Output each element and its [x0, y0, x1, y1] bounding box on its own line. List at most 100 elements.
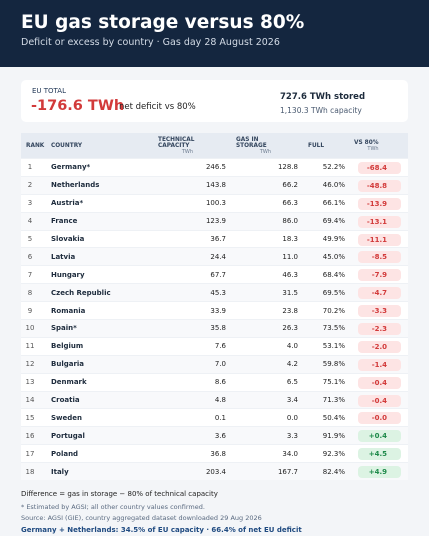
table-row: 5 Slovakia 36.7 18.3 49.9% -11.1	[21, 229, 408, 248]
column-unit: TWh	[367, 145, 379, 152]
rank: 4	[27, 217, 33, 226]
difference-pill: -2.0	[358, 340, 401, 353]
table-row: 3 Austria* 100.3 66.3 66.1% -13.9	[21, 193, 408, 212]
storage: 4.0	[286, 342, 298, 351]
difference-pill: +4.5	[358, 448, 401, 461]
full: 73.5%	[322, 324, 345, 333]
country: Belgium	[51, 342, 84, 351]
country: Italy	[51, 467, 69, 476]
storage: 128.8	[277, 163, 298, 172]
table-row: 14 Croatia 4.8 3.4 71.3% -0.4	[21, 390, 408, 409]
rank: 6	[27, 252, 33, 261]
table-row: 6 Latvia 24.4 11.0 45.0% -8.5	[21, 247, 408, 266]
difference-pill: -3.3	[358, 305, 401, 318]
rank: 17	[25, 449, 35, 458]
full: 68.4%	[322, 270, 345, 279]
footer-note: * Estimated by AGSI; all other country v…	[21, 503, 205, 511]
storage: 34.0	[282, 449, 298, 458]
full: 66.1%	[322, 199, 345, 208]
table-row: 2 Netherlands 143.8 66.2 46.0% -48.8	[21, 175, 408, 194]
table-row: 11 Belgium 7.6 4.0 53.1% -2.0	[21, 336, 408, 355]
capacity: 7.0	[214, 360, 226, 369]
summary-capacity: 1,130.3 TWh capacity	[280, 106, 362, 115]
table-row: 4 France 123.9 86.0 69.4% -13.1	[21, 211, 408, 230]
difference-pill: -11.1	[358, 233, 401, 246]
capacity: 24.4	[210, 252, 226, 261]
subtitle: Deficit or excess by country · Gas day 2…	[21, 37, 280, 48]
rank: 3	[27, 199, 33, 208]
capacity: 0.1	[214, 413, 226, 422]
full: 49.9%	[322, 235, 345, 243]
difference-pill: +4.9	[358, 466, 401, 479]
country: Austria*	[51, 199, 84, 208]
country: Denmark	[51, 378, 87, 387]
storage: 66.2	[282, 181, 298, 190]
table-row: 16 Portugal 3.6 3.3 91.9% +0.4	[21, 426, 408, 445]
storage: 86.0	[282, 217, 298, 226]
full: 69.4%	[322, 217, 345, 226]
country: Slovakia	[51, 235, 85, 243]
country: Bulgaria	[51, 360, 85, 369]
full: 45.0%	[322, 252, 345, 261]
footer-highlight: Germany + Netherlands: 34.5% of EU capac…	[21, 526, 302, 534]
country: France	[51, 217, 78, 226]
header: EU gas storage versus 80% Deficit or exc…	[0, 0, 429, 67]
table-row: 8 Czech Republic 45.3 31.5 69.5% -4.7	[21, 283, 408, 302]
difference-pill: -0.0	[358, 412, 401, 425]
rank: 11	[25, 342, 35, 351]
column-unit: TWh	[181, 148, 193, 155]
country: Latvia	[51, 252, 76, 261]
table-row: 10 Spain* 35.8 26.3 73.5% -2.3	[21, 319, 408, 337]
difference-pill: -0.4	[358, 376, 401, 389]
country: Portugal	[51, 431, 85, 440]
capacity: 7.6	[214, 342, 226, 351]
footer-source: Source: AGSI (GIE), country aggregated d…	[21, 514, 262, 522]
column-label: GAS IN STORAGE	[236, 136, 267, 149]
country: Poland	[51, 449, 79, 458]
column-header: RANK	[26, 143, 44, 149]
country: Croatia	[51, 396, 80, 405]
rank: 14	[25, 396, 35, 405]
full: 46.0%	[322, 181, 345, 190]
table-row: 9 Romania 33.9 23.8 70.2% -3.3	[21, 301, 408, 319]
storage: 11.0	[282, 252, 298, 261]
rank: 1	[27, 163, 33, 172]
difference-pill: -1.4	[358, 358, 401, 371]
capacity: 36.7	[210, 235, 226, 243]
table-row: 18 Italy 203.4 167.7 82.4% +4.9	[21, 462, 408, 481]
difference-pill: -2.3	[358, 323, 401, 336]
rank: 8	[27, 288, 33, 297]
rank: 7	[27, 270, 33, 279]
capacity: 35.8	[210, 324, 226, 333]
country: Germany*	[51, 163, 91, 172]
full: 91.9%	[322, 431, 345, 440]
difference-pill: -13.9	[358, 197, 401, 210]
title: EU gas storage versus 80%	[21, 12, 305, 33]
capacity: 36.8	[210, 449, 226, 458]
full: 59.8%	[322, 360, 345, 369]
column-header: TECHNICAL CAPACITY TWh	[158, 136, 195, 155]
full: 82.4%	[322, 467, 345, 476]
difference-pill: -7.9	[358, 269, 401, 282]
rank: 2	[27, 181, 33, 190]
capacity: 143.8	[205, 181, 226, 190]
full: 53.1%	[322, 342, 345, 351]
country: Hungary	[51, 270, 85, 279]
capacity: 123.9	[205, 217, 226, 226]
full: 71.3%	[322, 396, 345, 405]
summary-label: EU TOTAL	[32, 87, 66, 95]
rank: 5	[27, 235, 33, 243]
column-header: VS 80% TWh	[354, 140, 379, 152]
country: Czech Republic	[51, 288, 111, 297]
table-row: 1 Germany* 246.5 128.8 52.2% -68.4	[21, 158, 408, 176]
column-label: TECHNICAL CAPACITY	[158, 136, 195, 149]
summary-stored: 727.6 TWh stored	[280, 92, 366, 102]
column-label: RANK	[26, 142, 45, 149]
full: 50.4%	[322, 413, 345, 422]
country: Spain*	[51, 324, 77, 333]
difference-pill: -4.7	[358, 287, 401, 300]
capacity: 33.9	[210, 306, 226, 315]
rank: 15	[25, 413, 35, 422]
table-row: 13 Denmark 8.6 6.5 75.1% -0.4	[21, 372, 408, 391]
